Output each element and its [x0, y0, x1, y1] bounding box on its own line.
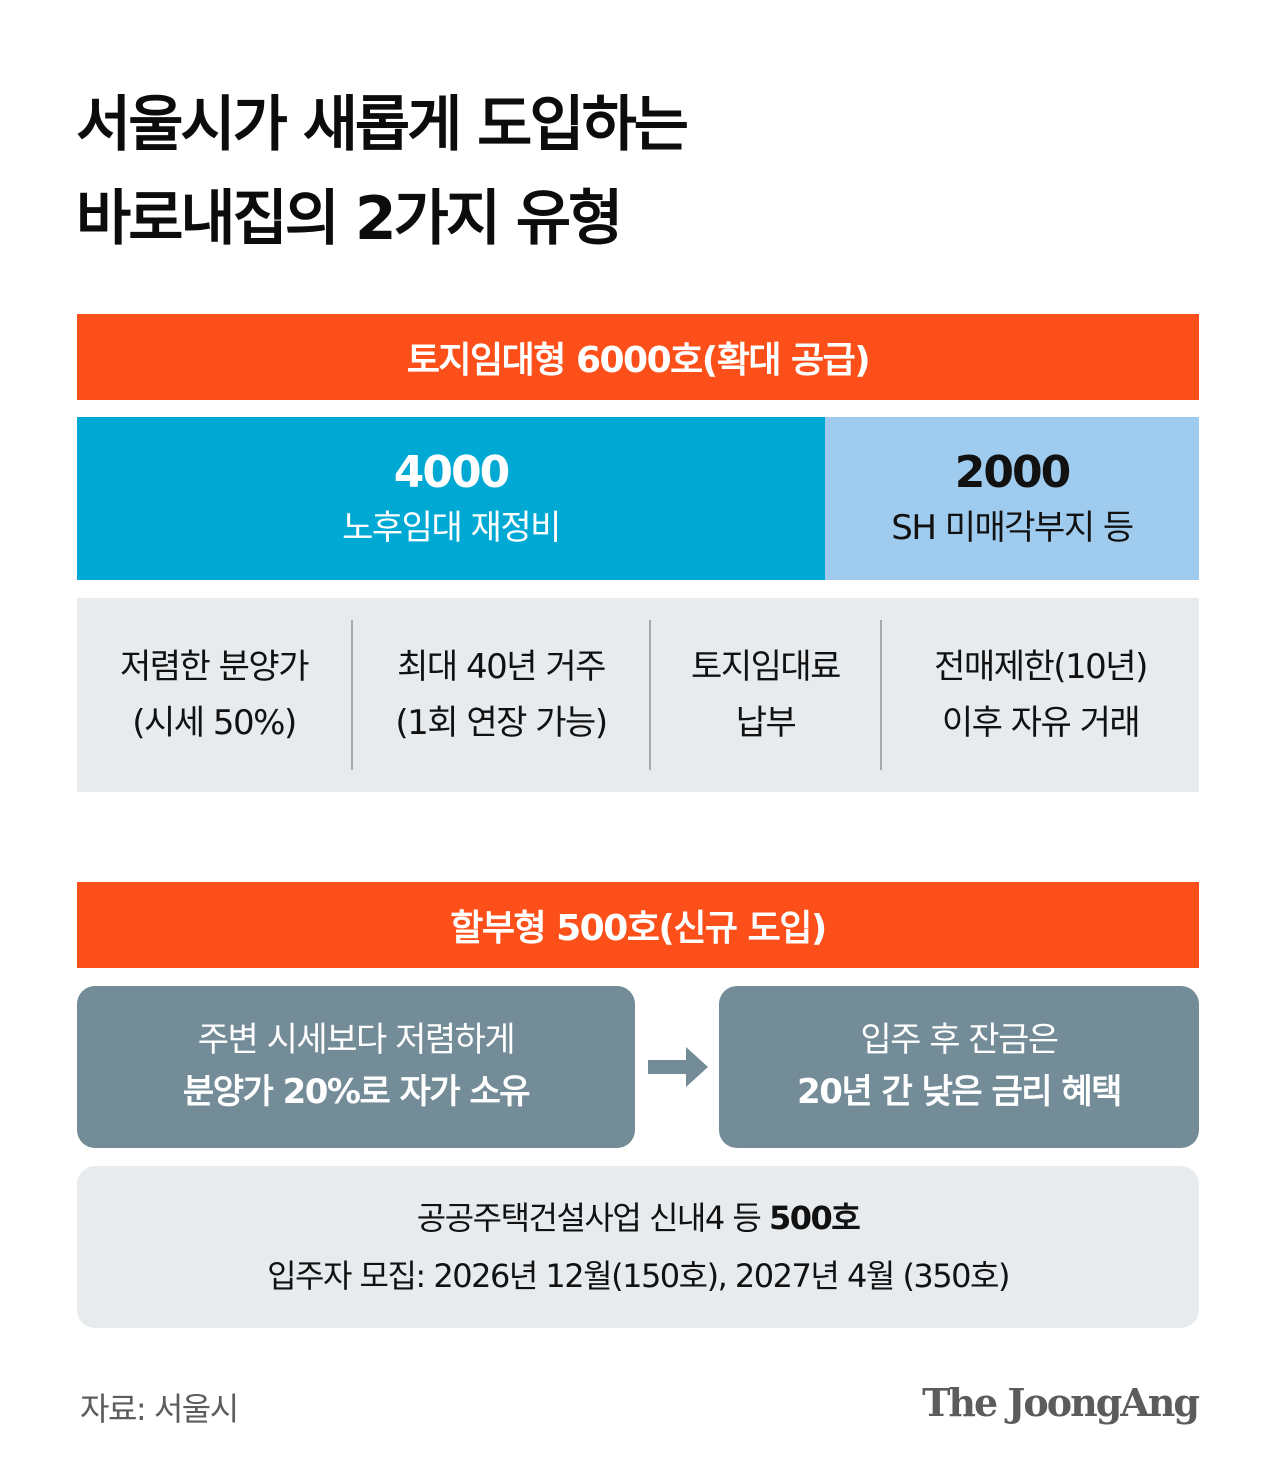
land-lease-breakdown: 4000 노후임대 재정비 2000 SH 미매각부지 등	[77, 417, 1199, 580]
source-credit: 자료: 서울시	[80, 1390, 239, 1428]
segment-number: 2000	[954, 446, 1071, 498]
feature-item: 최대 40년 거주 (1회 연장 가능)	[351, 620, 649, 770]
segment-label: SH 미매각부지 등	[891, 507, 1134, 548]
step-text: 주변 시세보다 저렴하게	[197, 1020, 516, 1060]
land-lease-features: 저렴한 분양가 (시세 50%) 최대 40년 거주 (1회 연장 가능) 토지…	[77, 598, 1199, 792]
title-line-2: 바로내집의 2가지 유형	[76, 184, 623, 254]
segment-sh-unsold-land: 2000 SH 미매각부지 등	[825, 417, 1199, 580]
arrow-right-icon	[648, 1047, 708, 1087]
brand-logo: The JoongAng	[922, 1380, 1200, 1425]
segment-old-rental-redevelopment: 4000 노후임대 재정비	[77, 417, 825, 580]
title-line-1: 서울시가 새롭게 도입하는	[76, 90, 689, 160]
feature-item: 저렴한 분양가 (시세 50%)	[120, 647, 310, 743]
feature-item: 토지임대료 납부	[649, 620, 880, 770]
summary-line-1: 공공주택건설사업 신내4 등 500호	[416, 1199, 861, 1237]
installment-step-2: 입주 후 잔금은 20년 간 낮은 금리 혜택	[719, 986, 1199, 1148]
feature-item: 전매제한(10년) 이후 자유 거래	[880, 620, 1199, 770]
step-highlight: 20년 간 낮은 금리 혜택	[797, 1072, 1122, 1112]
installment-summary: 공공주택건설사업 신내4 등 500호 입주자 모집: 2026년 12월(15…	[77, 1166, 1199, 1328]
segment-number: 4000	[393, 446, 510, 498]
step-highlight: 분양가 20%로 자가 소유	[182, 1072, 531, 1112]
segment-label: 노후임대 재정비	[342, 507, 561, 548]
page-title: 서울시가 새롭게 도입하는 바로내집의 2가지 유형	[76, 78, 976, 266]
land-lease-type-header: 토지임대형 6000호(확대 공급)	[77, 314, 1199, 400]
installment-type-header: 할부형 500호(신규 도입)	[77, 882, 1199, 968]
installment-step-1: 주변 시세보다 저렴하게 분양가 20%로 자가 소유	[77, 986, 635, 1148]
summary-line-2: 입주자 모집: 2026년 12월(150호), 2027년 4월 (350호)	[267, 1257, 1010, 1295]
step-text: 입주 후 잔금은	[860, 1020, 1059, 1060]
